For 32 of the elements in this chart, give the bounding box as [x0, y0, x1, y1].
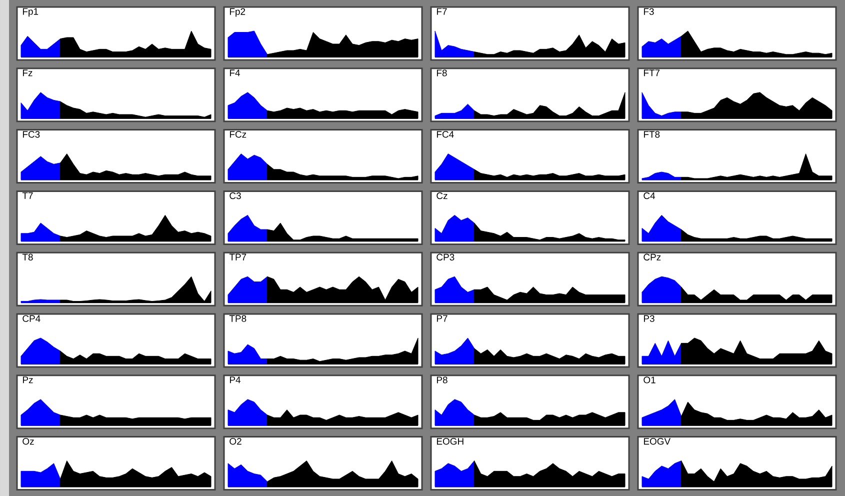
chart-title: F8	[436, 70, 447, 76]
chart-title: EOGV	[644, 438, 671, 445]
chart-title: P7	[436, 315, 448, 322]
chart-title: C4	[644, 192, 656, 200]
chart-title: Fz	[22, 70, 32, 76]
chart-title: Fp1	[22, 8, 38, 17]
chart-title: O2	[230, 438, 242, 445]
chart-title: T7	[22, 192, 33, 199]
chart-title: Fp2	[230, 8, 246, 17]
chart-title: TP7	[229, 254, 246, 260]
chart-title: P8	[436, 376, 448, 384]
chart-title: CP3	[436, 254, 454, 261]
chart-title: P4	[230, 376, 241, 384]
chart-title: EOGH	[436, 438, 464, 445]
chart-title: FC3	[22, 131, 40, 138]
chart-title: FCz	[230, 131, 246, 138]
chart-title: FT7	[644, 70, 660, 76]
chart-title: C3	[230, 192, 241, 200]
chart-title: Cz	[436, 192, 448, 200]
chart-title: F4	[230, 70, 240, 76]
chart-title: F3	[644, 8, 654, 15]
chart-title: F7	[436, 8, 447, 15]
chart-title: CP4	[22, 315, 40, 322]
chart-title: T8	[22, 254, 33, 261]
chart-title: FT8	[644, 131, 660, 138]
chart-title: Pz	[22, 376, 33, 384]
chart-title: TP8	[229, 315, 246, 322]
chart-title: FC4	[436, 131, 454, 138]
chart-title: Oz	[22, 438, 34, 445]
chart-title: CPz	[644, 254, 661, 261]
chart-title: P3	[644, 315, 654, 322]
chart-title: O1	[644, 376, 656, 384]
